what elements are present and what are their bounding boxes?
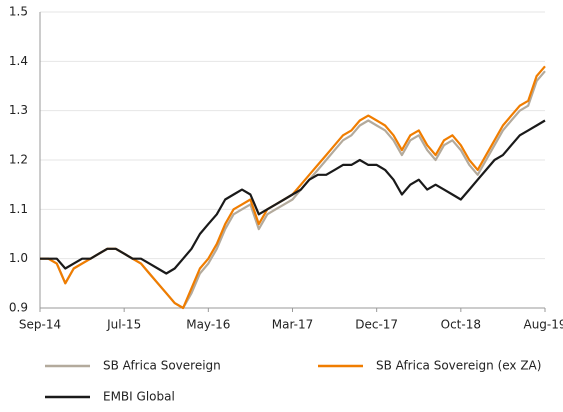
legend-label: EMBI Global [103,390,175,404]
x-tick-label: Jul-15 [106,318,141,332]
y-tick-label: 1.3 [9,103,28,117]
x-tick-label: Sep-14 [19,318,61,332]
x-tick-label: May-16 [186,318,230,332]
x-tick-label: Oct-18 [441,318,481,332]
y-tick-label: 0.9 [9,301,28,315]
y-tick-label: 1.1 [9,202,28,216]
series-line [40,65,546,310]
x-tick-label: Aug-19 [523,318,563,332]
legend-label: SB Africa Sovereign [103,359,221,373]
x-tick-label: Dec-17 [355,318,398,332]
series-line [40,119,546,275]
y-tick-label: 1.4 [9,54,28,68]
y-tick-label: 1.2 [9,153,28,167]
y-tick-label: 1.5 [9,5,28,19]
legend-label: SB Africa Sovereign (ex ZA) [376,359,541,373]
x-tick-label: Mar-17 [272,318,313,332]
y-tick-label: 1.0 [9,251,28,265]
